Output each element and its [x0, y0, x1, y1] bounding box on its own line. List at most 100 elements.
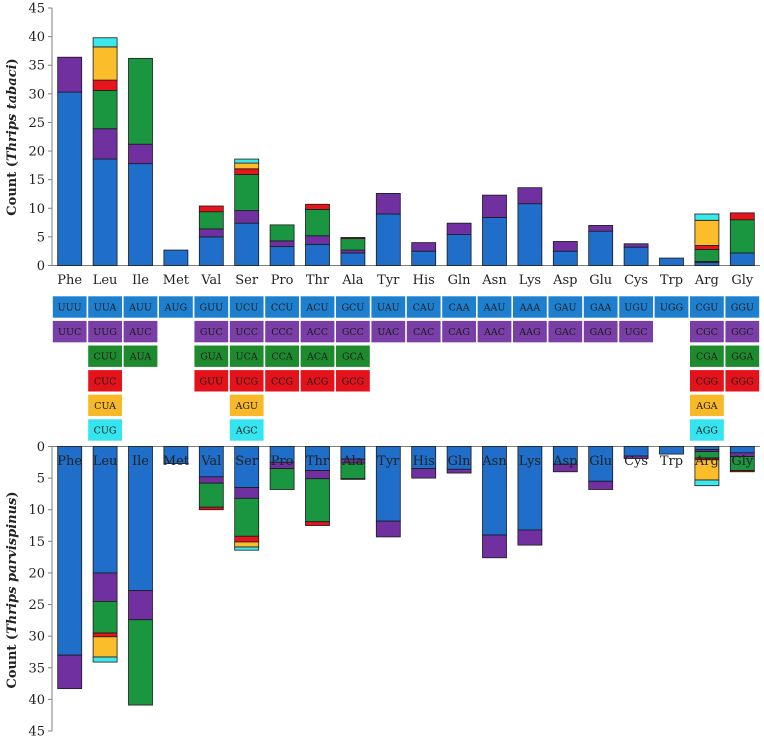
bar-bottom-Asp-codon2 — [552, 463, 578, 473]
codon-cell-ACU — [299, 295, 335, 319]
codon-label-GGA: GGA — [731, 352, 753, 363]
codon-cell-AGC — [229, 418, 265, 442]
category-label-top-Arg: Arg — [694, 273, 719, 288]
bar-top-Ser-codon5 — [234, 162, 260, 170]
codon-cell-CUG — [87, 418, 123, 442]
category-label-bottom-Ala: Ala — [341, 454, 364, 469]
category-label-top-Pro: Pro — [271, 273, 294, 288]
category-label-top-Ala: Ala — [341, 273, 364, 288]
y-tick-label: 40 — [28, 693, 45, 708]
codon-cell-CAU — [406, 295, 442, 319]
bar-bottom-Val-codon2 — [198, 476, 224, 484]
bar-bottom-Thr-codon1 — [305, 446, 330, 471]
codon-cell-AGA — [689, 394, 725, 417]
bar-bottom-Arg-codon1 — [694, 446, 720, 451]
category-label-top-Lys: Lys — [519, 273, 541, 288]
bar-bottom-Leu-codon1 — [92, 446, 118, 574]
top-y-axis-title: Count (Thrips tabaci) — [5, 58, 20, 215]
bar-bottom-Gly-codon1 — [729, 446, 755, 454]
bar-bottom-Pro-codon3 — [269, 468, 295, 490]
bar-top-Phe-codon1 — [57, 91, 83, 266]
category-label-bottom-Leu: Leu — [93, 454, 118, 469]
codon-label-UAC: UAC — [377, 327, 399, 338]
codon-cell-ACC — [299, 320, 335, 343]
bar-top-Arg-codon1 — [694, 262, 720, 266]
category-label-bottom-Asn: Asn — [481, 454, 507, 469]
category-label-top-Glu: Glu — [589, 273, 612, 288]
codon-label-CGU: CGU — [695, 303, 718, 314]
category-label-bottom-Pro: Pro — [271, 454, 294, 469]
y-tick-label: 40 — [28, 30, 45, 45]
codon-label-ACU: ACU — [305, 303, 328, 314]
codon-cell-CGA — [689, 344, 725, 368]
codon-cell-CUU — [87, 344, 123, 368]
codon-cell-UUG — [87, 320, 123, 343]
codon-label-UUU: UUU — [58, 303, 82, 314]
codon-label-UCU: UCU — [235, 303, 258, 314]
category-label-top-Gln: Gln — [448, 273, 472, 288]
bar-bottom-Gly-codon4 — [729, 470, 755, 473]
bar-top-Asn-codon1 — [482, 217, 507, 266]
bar-top-Trp-codon1 — [659, 257, 684, 266]
codon-label-GCU: GCU — [341, 303, 364, 314]
category-label-top-Trp: Trp — [660, 273, 683, 288]
codon-cell-UCA — [229, 344, 265, 368]
y-tick-label: 35 — [28, 59, 45, 74]
category-label-top-Gly: Gly — [731, 273, 754, 288]
bar-bottom-Phe-codon1 — [57, 446, 83, 656]
codon-cell-GUA — [193, 344, 229, 368]
bar-top-Glu-codon2 — [588, 225, 614, 232]
y-tick-label: 10 — [28, 202, 45, 217]
codon-label-UGC: UGC — [625, 327, 648, 338]
codon-cell-CCG — [264, 369, 300, 393]
codon-label-AGU: AGU — [234, 401, 257, 412]
bar-top-Leu-codon1 — [92, 158, 118, 266]
codon-cell-ACA — [299, 344, 335, 368]
codon-label-CAA: CAA — [449, 303, 470, 314]
codon-cell-AGU — [229, 394, 265, 417]
y-tick-label: 45 — [28, 725, 45, 740]
codon-label-CCC: CCC — [271, 327, 293, 338]
codon-label-GUU: GUU — [199, 376, 223, 387]
category-label-top-Ser: Ser — [235, 273, 259, 288]
bar-top-Ser-codon1 — [234, 222, 260, 266]
y-tick-label: 35 — [28, 661, 45, 676]
category-label-top-Cys: Cys — [624, 273, 648, 288]
bar-bottom-Leu-codon5 — [92, 636, 118, 658]
bar-top-Gly-codon1 — [729, 252, 755, 266]
bar-top-Asn-codon2 — [482, 194, 507, 218]
bar-bottom-Thr-codon4 — [305, 521, 330, 526]
category-label-bottom-Glu: Glu — [589, 454, 612, 469]
codon-cell-CCC — [264, 320, 300, 343]
codon-label-GAA: GAA — [590, 303, 611, 314]
bar-top-Tyr-codon1 — [375, 213, 401, 266]
category-label-top-Val: Val — [200, 273, 221, 288]
bar-top-Phe-codon2 — [57, 56, 83, 93]
codon-label-CCG: CCG — [271, 376, 293, 387]
codon-cell-AUC — [123, 320, 159, 343]
codon-cell-UUA — [87, 295, 123, 319]
codon-cell-AUG — [158, 295, 194, 319]
bar-top-Leu-codon4 — [92, 79, 118, 91]
codon-label-CGG: CGG — [696, 376, 718, 387]
codon-cell-GCU — [335, 295, 371, 319]
y-tick-label: 30 — [28, 87, 45, 102]
codon-cell-UCG — [229, 369, 265, 393]
codon-cell-UAC — [370, 320, 406, 343]
codon-cell-GGA — [724, 344, 760, 368]
codon-label-AUA: AUA — [129, 352, 152, 363]
codon-label-GAC: GAC — [554, 327, 576, 338]
bar-top-Leu-codon2 — [92, 128, 118, 160]
category-label-top-His: His — [413, 273, 435, 288]
bar-top-Leu-codon3 — [92, 90, 118, 130]
bar-top-Met-codon1 — [163, 249, 189, 266]
category-label-bottom-Cys: Cys — [624, 454, 648, 469]
bar-top-Gln-codon2 — [446, 222, 472, 235]
category-label-bottom-Arg: Arg — [694, 454, 719, 469]
codon-label-UAU: UAU — [377, 303, 400, 314]
bar-bottom-Leu-codon4 — [92, 632, 118, 638]
category-label-top-Phe: Phe — [57, 273, 82, 288]
codon-label-AGG: AGG — [695, 426, 718, 437]
bar-bottom-His-codon2 — [411, 468, 437, 479]
codon-cell-GUU — [193, 369, 229, 393]
